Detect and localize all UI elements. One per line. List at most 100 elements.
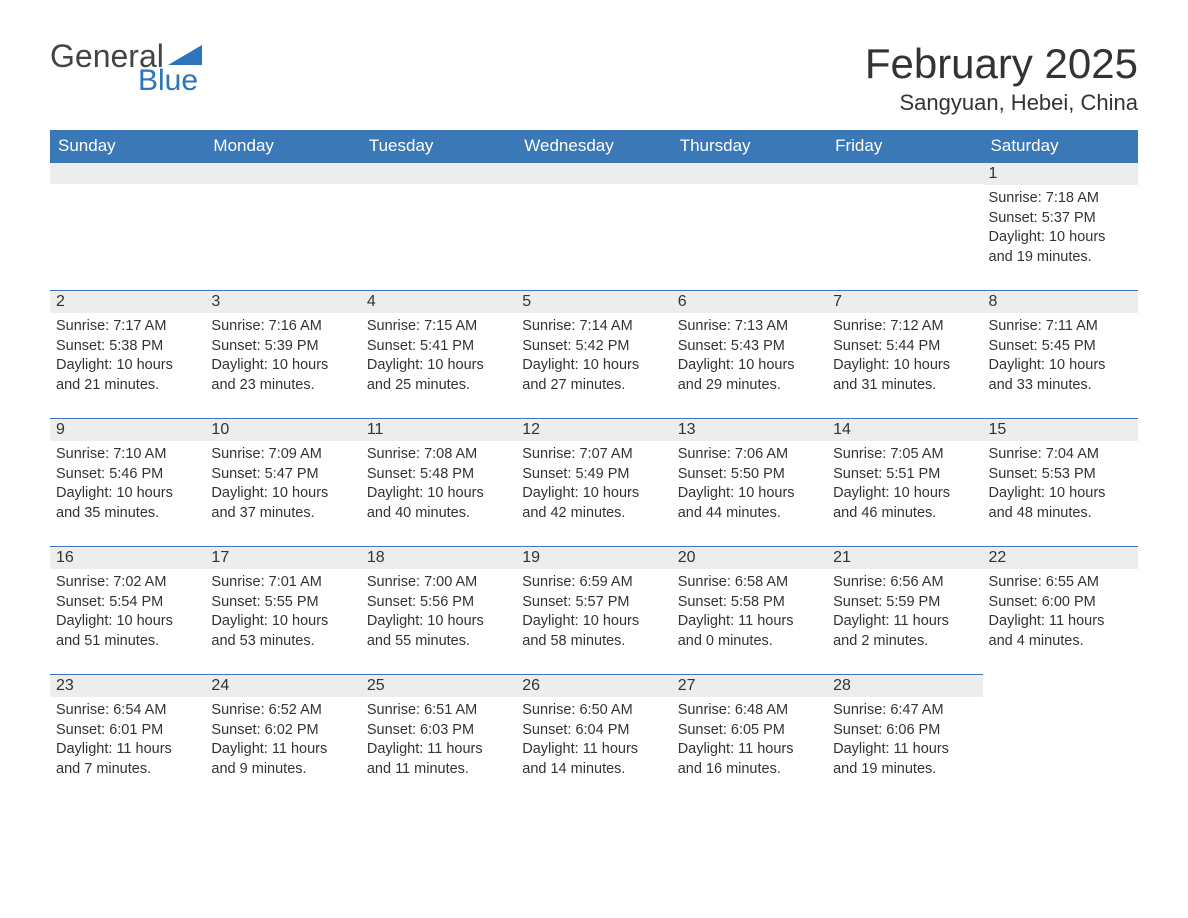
day-number: 17	[205, 546, 360, 569]
day-header: Monday	[205, 130, 360, 162]
sunset-line: Sunset: 5:45 PM	[989, 337, 1132, 357]
day-number: 11	[361, 418, 516, 441]
sunrise-line: Sunrise: 6:56 AM	[833, 573, 976, 593]
calendar-cell: 7Sunrise: 7:12 AMSunset: 5:44 PMDaylight…	[827, 290, 982, 418]
calendar-cell: 1Sunrise: 7:18 AMSunset: 5:37 PMDaylight…	[983, 162, 1138, 290]
calendar-cell: 9Sunrise: 7:10 AMSunset: 5:46 PMDaylight…	[50, 418, 205, 546]
day-number: 10	[205, 418, 360, 441]
sunset-line: Sunset: 5:39 PM	[211, 337, 354, 357]
calendar-cell	[827, 162, 982, 290]
calendar-cell	[983, 674, 1138, 802]
daylight-line: Daylight: 11 hours and 11 minutes.	[367, 740, 510, 779]
day-body: Sunrise: 7:05 AMSunset: 5:51 PMDaylight:…	[827, 441, 982, 533]
sunset-line: Sunset: 5:38 PM	[56, 337, 199, 357]
day-body: Sunrise: 7:11 AMSunset: 5:45 PMDaylight:…	[983, 313, 1138, 405]
day-number: 28	[827, 674, 982, 697]
day-number: 26	[516, 674, 671, 697]
day-body: Sunrise: 6:58 AMSunset: 5:58 PMDaylight:…	[672, 569, 827, 661]
calendar-cell: 5Sunrise: 7:14 AMSunset: 5:42 PMDaylight…	[516, 290, 671, 418]
calendar-cell	[50, 162, 205, 290]
daylight-line: Daylight: 11 hours and 2 minutes.	[833, 612, 976, 651]
daylight-line: Daylight: 11 hours and 7 minutes.	[56, 740, 199, 779]
daylight-line: Daylight: 10 hours and 29 minutes.	[678, 356, 821, 395]
sunrise-line: Sunrise: 6:58 AM	[678, 573, 821, 593]
sunset-line: Sunset: 5:59 PM	[833, 593, 976, 613]
logo-word2: Blue	[138, 66, 202, 96]
sunset-line: Sunset: 5:41 PM	[367, 337, 510, 357]
calendar-cell: 10Sunrise: 7:09 AMSunset: 5:47 PMDayligh…	[205, 418, 360, 546]
sunset-line: Sunset: 6:01 PM	[56, 721, 199, 741]
day-body: Sunrise: 7:01 AMSunset: 5:55 PMDaylight:…	[205, 569, 360, 661]
day-number: 22	[983, 546, 1138, 569]
sunset-line: Sunset: 6:02 PM	[211, 721, 354, 741]
daylight-line: Daylight: 10 hours and 19 minutes.	[989, 228, 1132, 267]
daylight-line: Daylight: 11 hours and 16 minutes.	[678, 740, 821, 779]
day-number: 20	[672, 546, 827, 569]
day-body: Sunrise: 7:04 AMSunset: 5:53 PMDaylight:…	[983, 441, 1138, 533]
calendar-cell: 20Sunrise: 6:58 AMSunset: 5:58 PMDayligh…	[672, 546, 827, 674]
sunrise-line: Sunrise: 7:16 AM	[211, 317, 354, 337]
day-number: 23	[50, 674, 205, 697]
daylight-line: Daylight: 10 hours and 51 minutes.	[56, 612, 199, 651]
daylight-line: Daylight: 10 hours and 40 minutes.	[367, 484, 510, 523]
calendar-cell: 27Sunrise: 6:48 AMSunset: 6:05 PMDayligh…	[672, 674, 827, 802]
logo: General Blue	[50, 40, 202, 96]
calendar-cell: 3Sunrise: 7:16 AMSunset: 5:39 PMDaylight…	[205, 290, 360, 418]
day-body: Sunrise: 6:47 AMSunset: 6:06 PMDaylight:…	[827, 697, 982, 789]
day-body: Sunrise: 6:59 AMSunset: 5:57 PMDaylight:…	[516, 569, 671, 661]
sunset-line: Sunset: 5:46 PM	[56, 465, 199, 485]
day-body: Sunrise: 6:56 AMSunset: 5:59 PMDaylight:…	[827, 569, 982, 661]
day-body: Sunrise: 7:09 AMSunset: 5:47 PMDaylight:…	[205, 441, 360, 533]
sunrise-line: Sunrise: 6:47 AM	[833, 701, 976, 721]
calendar-cell: 6Sunrise: 7:13 AMSunset: 5:43 PMDaylight…	[672, 290, 827, 418]
day-body: Sunrise: 7:00 AMSunset: 5:56 PMDaylight:…	[361, 569, 516, 661]
sunrise-line: Sunrise: 7:14 AM	[522, 317, 665, 337]
daylight-line: Daylight: 10 hours and 31 minutes.	[833, 356, 976, 395]
daylight-line: Daylight: 10 hours and 55 minutes.	[367, 612, 510, 651]
day-body: Sunrise: 7:17 AMSunset: 5:38 PMDaylight:…	[50, 313, 205, 405]
sunrise-line: Sunrise: 6:54 AM	[56, 701, 199, 721]
sunset-line: Sunset: 5:50 PM	[678, 465, 821, 485]
daylight-line: Daylight: 10 hours and 44 minutes.	[678, 484, 821, 523]
calendar-cell: 16Sunrise: 7:02 AMSunset: 5:54 PMDayligh…	[50, 546, 205, 674]
day-body: Sunrise: 7:12 AMSunset: 5:44 PMDaylight:…	[827, 313, 982, 405]
day-body: Sunrise: 6:52 AMSunset: 6:02 PMDaylight:…	[205, 697, 360, 789]
location-label: Sangyuan, Hebei, China	[865, 90, 1138, 116]
calendar-cell: 19Sunrise: 6:59 AMSunset: 5:57 PMDayligh…	[516, 546, 671, 674]
day-number: 21	[827, 546, 982, 569]
daylight-line: Daylight: 10 hours and 42 minutes.	[522, 484, 665, 523]
daylight-line: Daylight: 11 hours and 9 minutes.	[211, 740, 354, 779]
calendar-cell: 15Sunrise: 7:04 AMSunset: 5:53 PMDayligh…	[983, 418, 1138, 546]
calendar-cell: 25Sunrise: 6:51 AMSunset: 6:03 PMDayligh…	[361, 674, 516, 802]
sunrise-line: Sunrise: 7:13 AM	[678, 317, 821, 337]
sunrise-line: Sunrise: 7:17 AM	[56, 317, 199, 337]
day-body: Sunrise: 7:16 AMSunset: 5:39 PMDaylight:…	[205, 313, 360, 405]
daylight-line: Daylight: 10 hours and 48 minutes.	[989, 484, 1132, 523]
day-body: Sunrise: 6:50 AMSunset: 6:04 PMDaylight:…	[516, 697, 671, 789]
calendar-cell: 14Sunrise: 7:05 AMSunset: 5:51 PMDayligh…	[827, 418, 982, 546]
day-header: Saturday	[983, 130, 1138, 162]
day-number	[827, 162, 982, 184]
calendar-week: 9Sunrise: 7:10 AMSunset: 5:46 PMDaylight…	[50, 418, 1138, 546]
daylight-line: Daylight: 10 hours and 33 minutes.	[989, 356, 1132, 395]
daylight-line: Daylight: 11 hours and 4 minutes.	[989, 612, 1132, 651]
day-body: Sunrise: 7:08 AMSunset: 5:48 PMDaylight:…	[361, 441, 516, 533]
sunrise-line: Sunrise: 6:59 AM	[522, 573, 665, 593]
calendar-cell: 2Sunrise: 7:17 AMSunset: 5:38 PMDaylight…	[50, 290, 205, 418]
day-header: Friday	[827, 130, 982, 162]
daylight-line: Daylight: 10 hours and 23 minutes.	[211, 356, 354, 395]
calendar-cell: 23Sunrise: 6:54 AMSunset: 6:01 PMDayligh…	[50, 674, 205, 802]
daylight-line: Daylight: 10 hours and 27 minutes.	[522, 356, 665, 395]
daylight-line: Daylight: 10 hours and 21 minutes.	[56, 356, 199, 395]
day-body: Sunrise: 6:54 AMSunset: 6:01 PMDaylight:…	[50, 697, 205, 789]
day-body: Sunrise: 6:48 AMSunset: 6:05 PMDaylight:…	[672, 697, 827, 789]
sunset-line: Sunset: 6:04 PM	[522, 721, 665, 741]
daylight-line: Daylight: 10 hours and 25 minutes.	[367, 356, 510, 395]
sunrise-line: Sunrise: 7:18 AM	[989, 189, 1132, 209]
sunset-line: Sunset: 5:43 PM	[678, 337, 821, 357]
day-number: 19	[516, 546, 671, 569]
month-title: February 2025	[865, 40, 1138, 88]
day-body: Sunrise: 6:51 AMSunset: 6:03 PMDaylight:…	[361, 697, 516, 789]
day-number: 7	[827, 290, 982, 313]
sunset-line: Sunset: 5:48 PM	[367, 465, 510, 485]
